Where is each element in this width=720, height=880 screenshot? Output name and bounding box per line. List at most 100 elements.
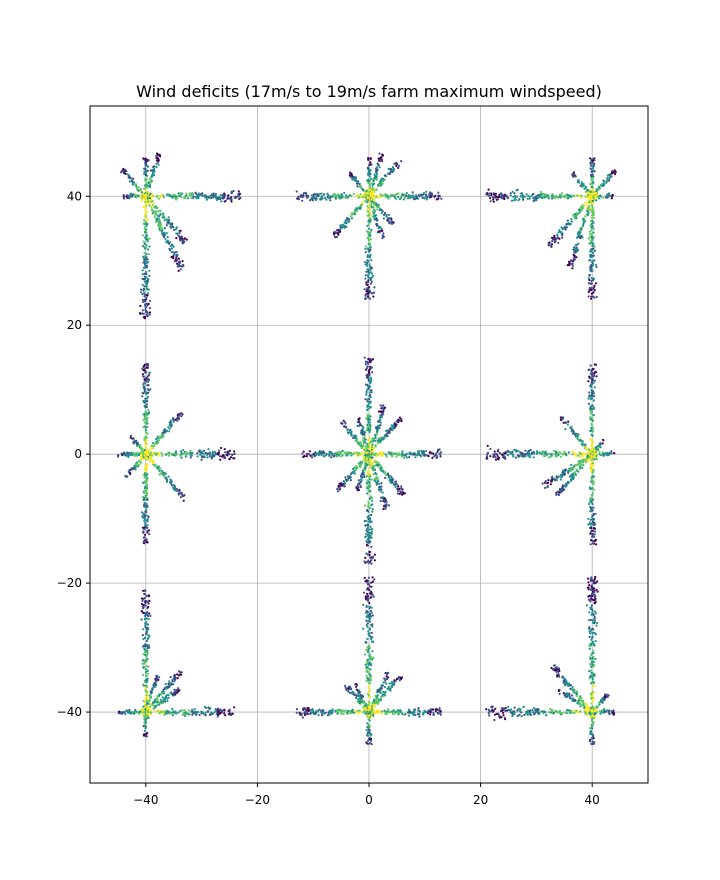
data-point xyxy=(588,287,591,290)
data-point xyxy=(593,284,596,287)
data-point xyxy=(408,456,411,459)
data-point xyxy=(380,410,383,414)
data-point xyxy=(155,195,158,198)
data-point xyxy=(582,184,586,187)
data-point xyxy=(146,400,149,403)
data-point xyxy=(170,255,173,259)
data-point xyxy=(559,196,562,199)
data-point xyxy=(359,193,362,196)
data-point xyxy=(350,172,353,176)
data-point xyxy=(132,451,135,454)
data-point xyxy=(158,218,161,221)
data-point xyxy=(585,447,588,450)
data-point xyxy=(575,454,578,458)
data-point xyxy=(564,428,567,431)
data-point xyxy=(488,192,491,195)
data-point xyxy=(122,194,125,197)
data-point xyxy=(192,195,195,198)
data-point xyxy=(363,192,366,195)
data-point xyxy=(370,440,373,443)
data-point xyxy=(153,167,156,171)
data-point xyxy=(515,189,518,192)
data-point xyxy=(369,271,372,274)
data-point xyxy=(400,160,403,163)
data-point xyxy=(517,199,520,202)
data-point xyxy=(143,528,146,531)
data-point xyxy=(146,186,149,189)
data-point xyxy=(387,172,390,175)
data-point xyxy=(512,195,515,198)
data-point xyxy=(574,175,577,178)
data-point xyxy=(145,305,148,308)
data-point xyxy=(355,438,359,441)
data-point xyxy=(143,492,146,495)
data-point xyxy=(334,196,337,199)
data-point xyxy=(139,458,142,461)
data-point xyxy=(378,195,382,199)
data-point xyxy=(375,431,379,434)
data-point xyxy=(501,193,504,196)
data-point xyxy=(173,487,176,490)
data-point xyxy=(170,247,173,250)
data-point xyxy=(143,421,147,424)
data-point xyxy=(590,256,593,259)
data-point xyxy=(135,196,138,199)
data-point xyxy=(367,528,370,531)
data-point xyxy=(143,363,146,366)
data-point xyxy=(373,202,376,205)
data-point xyxy=(513,192,516,195)
data-point xyxy=(230,190,233,193)
data-point xyxy=(515,195,519,198)
data-point xyxy=(572,476,575,479)
data-point xyxy=(506,454,509,457)
data-point xyxy=(331,452,334,455)
data-point xyxy=(162,212,165,215)
data-point xyxy=(132,181,135,184)
data-point xyxy=(185,194,188,197)
data-point xyxy=(368,391,371,394)
data-point xyxy=(556,490,559,493)
data-point xyxy=(363,475,366,479)
data-point xyxy=(145,437,148,440)
data-point xyxy=(366,268,369,271)
data-point xyxy=(148,307,152,310)
data-point xyxy=(155,437,158,440)
data-point xyxy=(580,181,583,184)
data-point xyxy=(560,194,563,197)
data-point xyxy=(367,280,370,284)
data-point xyxy=(365,245,368,248)
data-point xyxy=(208,455,211,458)
data-point xyxy=(176,262,179,265)
data-point xyxy=(610,172,613,175)
data-point xyxy=(370,206,373,209)
data-point xyxy=(593,374,596,377)
data-point xyxy=(383,501,386,504)
data-point xyxy=(180,196,183,199)
data-point xyxy=(564,485,567,488)
data-point xyxy=(381,153,384,156)
data-point xyxy=(563,196,566,199)
data-point xyxy=(140,191,143,194)
data-point xyxy=(133,465,137,468)
data-point xyxy=(557,241,560,244)
data-point xyxy=(578,234,581,237)
data-point xyxy=(351,453,354,456)
data-point xyxy=(367,157,370,160)
data-point xyxy=(142,157,145,160)
data-point xyxy=(141,245,145,248)
data-point xyxy=(557,231,560,234)
data-point xyxy=(610,452,613,455)
data-point xyxy=(180,238,183,241)
data-point xyxy=(592,506,595,509)
data-point xyxy=(389,478,392,481)
data-point xyxy=(590,295,593,298)
data-point xyxy=(367,427,370,430)
data-point xyxy=(607,194,610,197)
data-point xyxy=(157,436,160,439)
data-point xyxy=(591,214,594,217)
data-point xyxy=(550,476,553,479)
data-point xyxy=(543,454,546,458)
data-point xyxy=(586,194,589,197)
data-point xyxy=(591,497,594,500)
data-point xyxy=(152,170,155,173)
